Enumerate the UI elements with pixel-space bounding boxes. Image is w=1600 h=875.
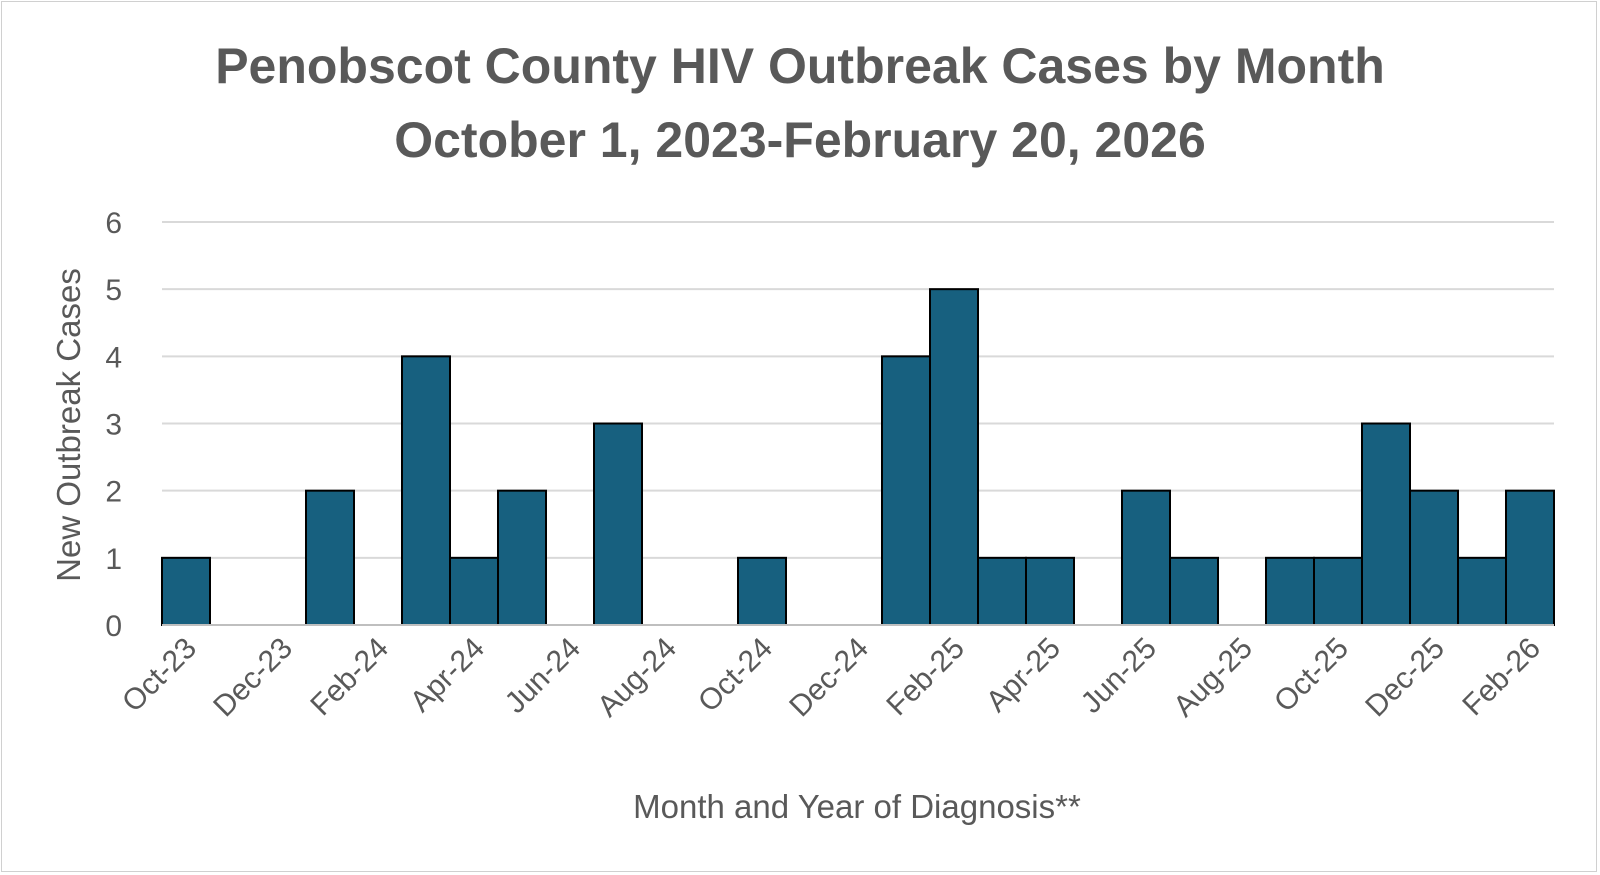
x-tick-label: Oct-23	[116, 632, 203, 719]
bar-Oct-24	[737, 556, 787, 626]
bar-Mar-25	[977, 556, 1027, 626]
bar-Jan-24	[305, 489, 355, 626]
x-axis-ticks: Oct-23 Dec-23 Feb-24 Apr-24 Jun-24 Aug-24 Oct-…	[116, 632, 1547, 724]
y-tick-label: 1	[105, 543, 122, 576]
x-tick-label: Apr-25	[980, 632, 1067, 719]
bar-Apr-25	[1025, 556, 1075, 626]
bar-Jan-26	[1457, 556, 1507, 626]
y-tick-label: 3	[105, 409, 122, 442]
x-tick-label: Dec-23	[207, 632, 299, 724]
x-tick-label: Oct-24	[692, 632, 779, 719]
x-tick-label: Jun-25	[1075, 632, 1163, 720]
y-tick-label: 4	[105, 341, 122, 374]
x-tick-label: Aug-25	[1167, 632, 1259, 724]
y-axis-ticks: 0 1 2 3 4 5 6	[105, 207, 122, 643]
bar-Nov-25	[1361, 422, 1411, 626]
x-tick-label: Apr-24	[404, 632, 491, 719]
bar-Sep-25	[1265, 556, 1315, 626]
y-tick-label: 5	[105, 274, 122, 307]
bar-Jun-25	[1121, 489, 1171, 626]
bar-Oct-23	[161, 556, 211, 626]
x-tick-label: Feb-25	[880, 632, 971, 723]
bar-May-24	[497, 489, 547, 626]
chart-title-line-2: October 1, 2023-February 20, 2026	[394, 112, 1206, 168]
bar-Mar-24	[401, 355, 451, 626]
bar-Jul-24	[593, 422, 643, 626]
y-tick-label: 2	[105, 476, 122, 509]
y-tick-label: 6	[105, 207, 122, 240]
bar-Jul-25	[1169, 556, 1219, 626]
y-axis-label: New Outbreak Cases	[50, 268, 87, 582]
bar-Apr-24	[449, 556, 499, 626]
x-tick-label: Oct-25	[1268, 632, 1355, 719]
x-tick-label: Feb-26	[1456, 632, 1547, 723]
bars	[161, 288, 1555, 626]
x-tick-label: Dec-24	[783, 632, 875, 724]
gridlines	[162, 221, 1554, 559]
chart-title-line-1: Penobscot County HIV Outbreak Cases by M…	[215, 38, 1385, 94]
x-axis-label: Month and Year of Diagnosis**	[633, 788, 1081, 825]
bar-Feb-26	[1505, 489, 1555, 626]
x-tick-label: Feb-24	[304, 632, 395, 723]
bar-Feb-25	[929, 288, 979, 626]
y-tick-label: 0	[105, 610, 122, 643]
x-tick-label: Jun-24	[499, 632, 587, 720]
bar-Dec-25	[1409, 489, 1459, 626]
x-tick-label: Dec-25	[1359, 632, 1451, 724]
bar-Jan-25	[881, 355, 931, 626]
x-tick-label: Aug-24	[591, 632, 683, 724]
bar-Oct-25	[1313, 556, 1363, 626]
